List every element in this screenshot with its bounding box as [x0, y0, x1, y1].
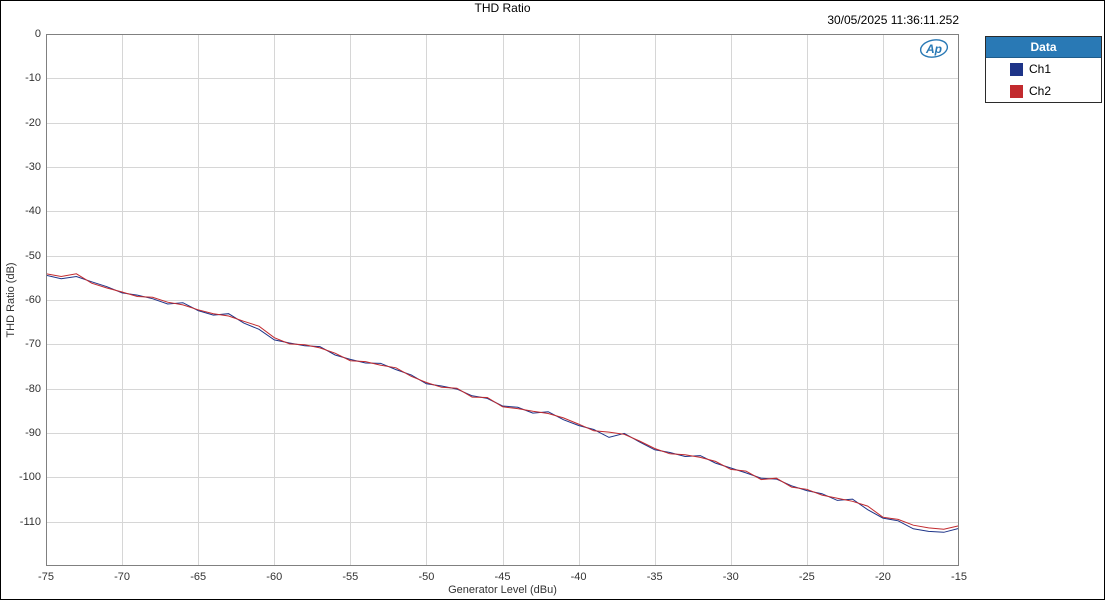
- y-tick-label: -70: [25, 338, 41, 351]
- series-line-ch2: [46, 273, 959, 530]
- x-tick-label: -55: [342, 571, 359, 583]
- ap-logo-swoosh: [919, 39, 949, 58]
- y-tick-label: -60: [25, 294, 41, 306]
- x-tick-label: -70: [114, 571, 131, 583]
- x-tick-label: -20: [874, 571, 891, 583]
- y-tick-label: -30: [25, 161, 41, 173]
- x-tick-label: -40: [570, 571, 587, 583]
- legend-header: Data: [986, 37, 1101, 58]
- x-tick-label: -65: [190, 571, 207, 583]
- ap-logo-icon: Ap: [919, 39, 949, 58]
- x-tick-label: -60: [266, 571, 283, 583]
- legend-item-ch1[interactable]: Ch1: [986, 58, 1101, 80]
- y-tick-label: -50: [25, 249, 41, 262]
- plot-border: [46, 34, 959, 566]
- x-tick-label: -25: [798, 571, 815, 583]
- ch2-color-swatch-icon: [1010, 84, 1023, 98]
- y-tick-label: 0: [34, 28, 41, 40]
- y-tick-label: -100: [18, 471, 41, 484]
- timestamp: 30/05/2025 11:36:11.252: [827, 13, 959, 27]
- legend-item-ch2[interactable]: Ch2: [986, 80, 1101, 102]
- legend-label-ch2: Ch2: [1029, 84, 1052, 98]
- y-tick-label: -90: [25, 427, 41, 439]
- x-axis-title: Generator Level (dBu): [448, 584, 557, 596]
- ap-logo-text: Ap: [925, 42, 942, 56]
- y-tick-label: -20: [25, 116, 41, 129]
- series-line-ch1: [46, 274, 959, 533]
- plot-svg: [46, 34, 959, 566]
- y-tick-label: -10: [25, 72, 41, 85]
- legend-panel: Data Ch1 Ch2: [985, 36, 1102, 103]
- x-tick-label: -30: [722, 571, 739, 583]
- y-tick-label: -40: [25, 205, 41, 218]
- ch1-color-swatch-icon: [1010, 62, 1023, 76]
- x-tick-label: -50: [418, 571, 435, 583]
- chart-title: THD Ratio: [474, 1, 531, 15]
- x-tick-label: -75: [38, 571, 54, 583]
- legend-label-ch1: Ch1: [1029, 62, 1052, 76]
- x-tick-label: -45: [494, 571, 511, 583]
- y-tick-label: -110: [19, 515, 41, 528]
- y-tick-label: -80: [25, 382, 41, 395]
- x-tick-label: -15: [951, 571, 967, 583]
- x-tick-label: -35: [646, 571, 663, 583]
